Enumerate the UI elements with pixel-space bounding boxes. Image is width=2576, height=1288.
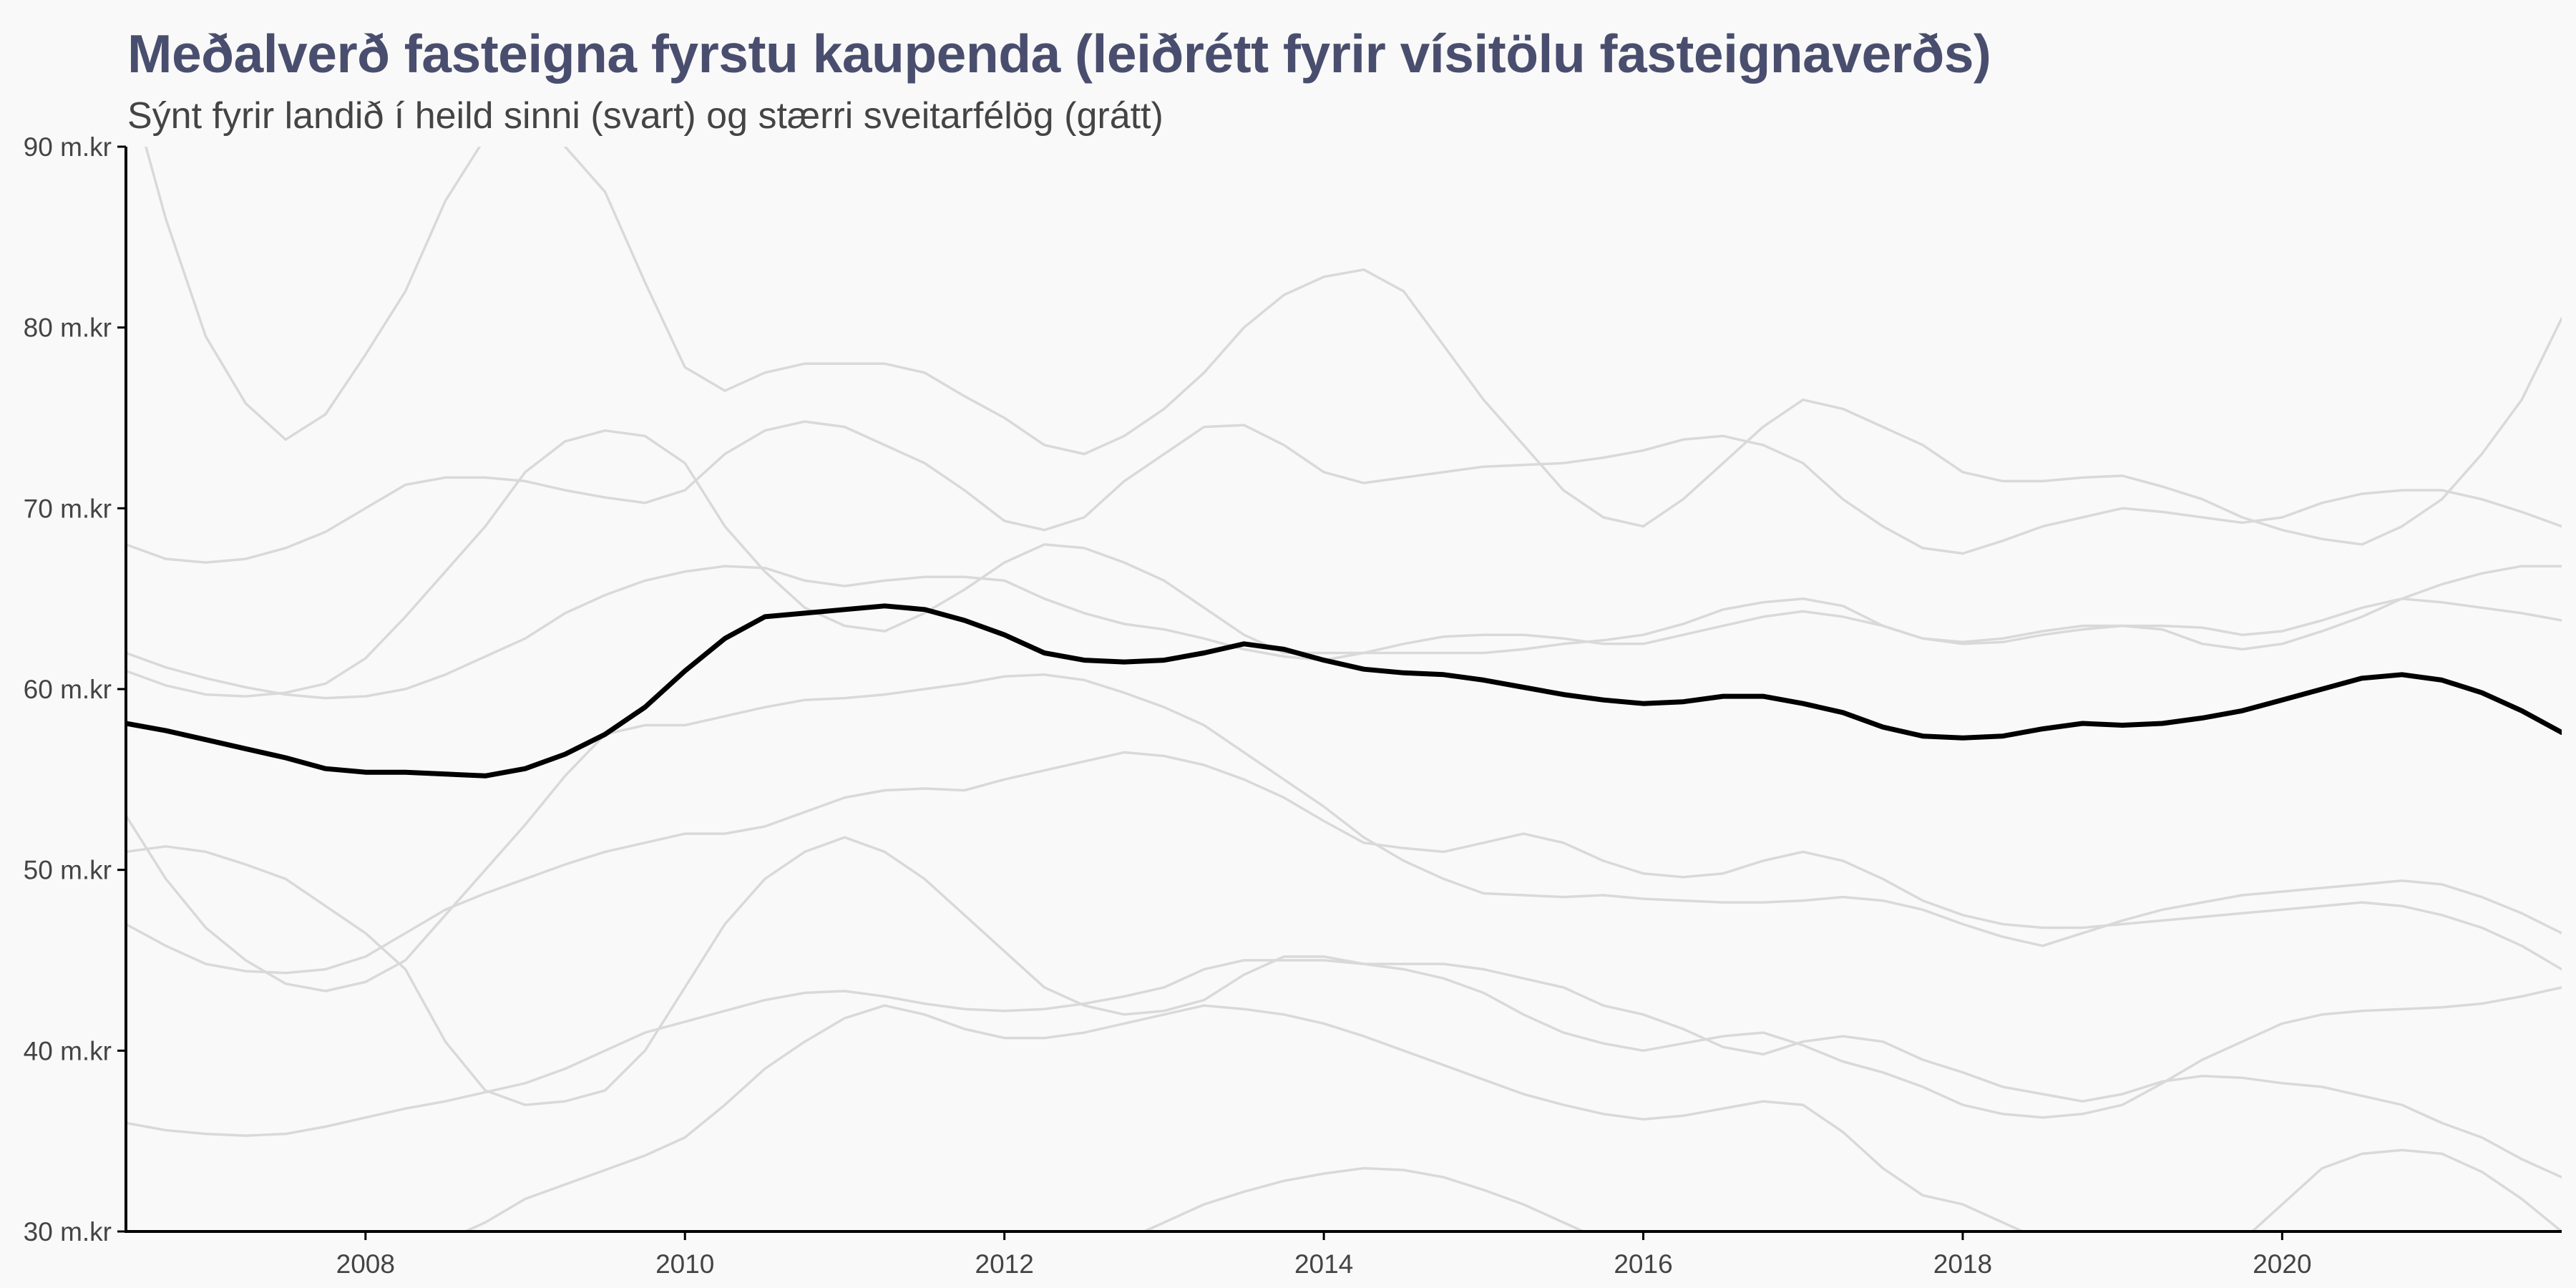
chart-title: Meðalverð fasteigna fyrstu kaupenda (lei… [127,24,1991,84]
municipality-series-line-9 [462,1004,2026,1231]
x-tick-label: 2018 [1933,1249,1992,1279]
municipality-series-line-2 [126,565,2562,700]
axes: 30 m.kr 40 m.kr 50 m.kr 60 m.kr 70 m.kr 80 m.… [24,132,2562,1279]
municipality-series-line-5 [126,836,2562,1179]
y-tick-label: 80 m.kr [24,313,112,343]
y-tick-label: 30 m.kr [24,1217,112,1246]
municipality-series-line-1 [126,429,2562,698]
y-tick-label: 70 m.kr [24,494,112,523]
x-tick-label: 2020 [2253,1249,2311,1279]
municipality-series-line-3 [126,420,2562,564]
x-tick-label: 2012 [975,1249,1034,1279]
national-series-group [126,603,2562,779]
municipality-series-line-6 [126,673,2562,992]
x-tick-label: 2014 [1294,1249,1353,1279]
municipality-series-group [126,147,2562,1231]
municipality-series-line-10 [2250,1148,2562,1231]
national-series-line [126,603,2562,779]
municipality-series-line-11 [1141,1166,1587,1231]
y-tick-label: 60 m.kr [24,675,112,704]
x-tick-label: 2010 [655,1249,714,1279]
municipality-series-line-7 [126,751,2562,975]
municipality-series-line-8 [126,959,2562,1137]
y-tick-label: 40 m.kr [24,1036,112,1065]
y-tick-label: 90 m.kr [24,132,112,162]
x-tick-label: 2016 [1614,1249,1672,1279]
municipality-series-line-4 [145,147,2562,546]
y-tick-label: 50 m.kr [24,856,112,885]
chart-subtitle: Sýnt fyrir landið í heild sinni (svart) … [127,95,1163,137]
x-tick-label: 2008 [336,1249,395,1279]
